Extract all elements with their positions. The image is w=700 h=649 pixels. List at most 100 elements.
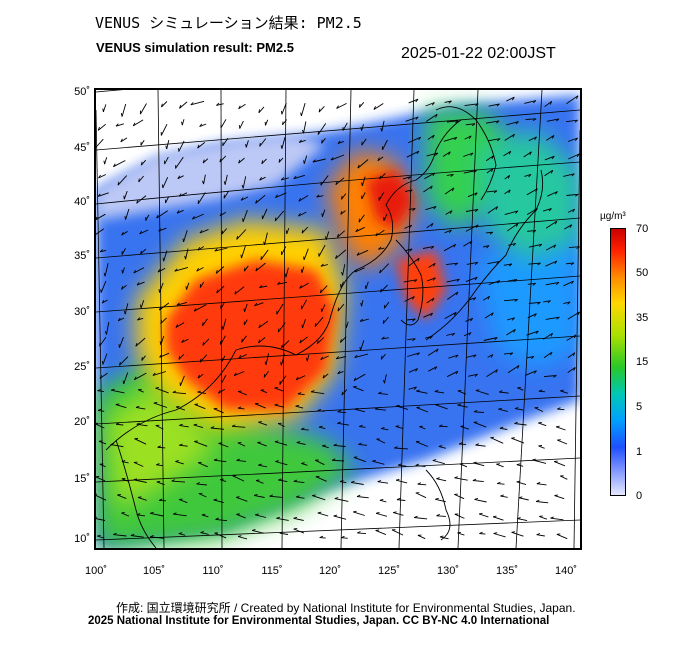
wind-arrow	[358, 443, 368, 446]
wind-arrow	[550, 517, 564, 521]
wind-arrow	[260, 389, 268, 394]
wind-arrow	[186, 282, 190, 290]
wind-arrowhead	[258, 463, 262, 466]
wind-arrow	[259, 176, 266, 181]
wind-arrow	[160, 335, 165, 346]
wind-arrowhead	[213, 458, 218, 461]
wind-arrow	[175, 322, 185, 328]
wind-arrow	[281, 246, 287, 256]
wind-arrowhead	[193, 308, 197, 312]
wind-arrow	[300, 102, 306, 117]
wind-arrowhead	[576, 95, 579, 100]
wind-arrowhead	[156, 214, 159, 219]
wind-arrowhead	[259, 177, 262, 181]
wind-arrow	[301, 266, 305, 273]
wind-arrowhead	[513, 279, 518, 282]
wind-arrow	[301, 462, 308, 466]
wind-arrow	[568, 246, 580, 249]
wind-arrowhead	[299, 339, 302, 344]
wind-arrowhead	[117, 317, 121, 322]
wind-arrow	[538, 422, 547, 427]
wind-arrow	[543, 375, 557, 378]
wind-arrowhead	[199, 230, 203, 234]
wind-arrow	[319, 537, 326, 539]
wind-arrow	[317, 512, 329, 517]
wind-arrow	[197, 373, 204, 379]
wind-arrowhead	[181, 339, 184, 343]
wind-arrowhead	[316, 340, 319, 344]
wind-arrow	[317, 123, 327, 135]
wind-arrowhead	[383, 379, 385, 384]
wind-arrow	[503, 352, 513, 355]
wind-arrow	[236, 496, 248, 502]
wind-arrowhead	[133, 269, 137, 274]
wind-arrow	[278, 157, 284, 163]
wind-arrow	[237, 442, 246, 447]
wind-arrowhead	[278, 158, 281, 163]
wind-arrow	[436, 515, 446, 517]
wind-arrowhead	[473, 354, 477, 358]
wind-arrowhead	[474, 261, 479, 265]
wind-arrow	[426, 222, 434, 229]
wind-arrowhead	[550, 516, 554, 519]
wind-arrowhead	[317, 408, 322, 412]
wind-arrow	[565, 262, 574, 265]
wind-arrow	[137, 317, 144, 321]
wind-arrowhead	[240, 197, 244, 201]
wind-arrow	[140, 103, 147, 115]
wind-arrow	[460, 425, 470, 430]
wind-arrowhead	[260, 256, 262, 260]
wind-arrow	[132, 119, 144, 127]
wind-arrowhead	[516, 480, 521, 483]
wind-arrow	[359, 426, 366, 428]
wind-arrow	[296, 442, 306, 445]
wind-arrow	[201, 514, 209, 518]
wind-arrowhead	[341, 535, 345, 539]
wind-arrow	[408, 136, 421, 144]
wind-arrowhead	[97, 193, 101, 197]
wind-arrowhead	[177, 175, 181, 179]
wind-arrow	[353, 386, 364, 392]
wind-arrowhead	[199, 358, 202, 363]
wind-arrow	[528, 301, 541, 304]
wind-arrow	[164, 156, 169, 165]
wind-arrowhead	[319, 289, 322, 294]
wind-arrowhead	[158, 306, 162, 311]
wind-arrow	[504, 299, 518, 302]
wind-arrowhead	[415, 98, 419, 103]
wind-arrowhead	[573, 367, 576, 371]
wind-arrow	[318, 244, 326, 257]
wind-arrowhead	[259, 285, 263, 289]
wind-arrow	[321, 138, 326, 144]
wind-arrow	[342, 264, 346, 276]
wind-arrow	[140, 159, 147, 166]
wind-arrow	[138, 175, 144, 183]
wind-arrowhead	[179, 443, 183, 446]
wind-arrowhead	[357, 164, 360, 169]
wind-arrowhead	[396, 497, 401, 501]
wind-arrow	[567, 367, 576, 373]
wind-arrowhead	[555, 282, 560, 285]
wind-arrowhead	[431, 102, 435, 106]
wind-arrow	[435, 498, 446, 503]
wind-arrow	[115, 123, 124, 127]
wind-arrow	[333, 515, 347, 520]
wind-arrow	[395, 479, 408, 484]
wind-arrow	[382, 139, 388, 151]
wind-arrowhead	[121, 285, 124, 290]
wind-arrow	[274, 210, 285, 222]
wind-arrow	[156, 210, 168, 219]
wind-arrowhead	[536, 533, 541, 536]
wind-arrow	[220, 119, 227, 129]
wind-arrow	[315, 476, 327, 482]
wind-arrowhead	[380, 355, 383, 360]
wind-arrow	[391, 529, 404, 536]
wind-arrow	[259, 138, 267, 147]
wind-arrow	[296, 375, 306, 381]
wind-arrowhead	[453, 244, 457, 248]
wind-arrow	[117, 175, 128, 186]
wind-arrow	[340, 336, 347, 343]
wind-arrow	[444, 311, 457, 319]
wind-arrowhead	[413, 386, 417, 390]
wind-arrow	[130, 535, 144, 538]
